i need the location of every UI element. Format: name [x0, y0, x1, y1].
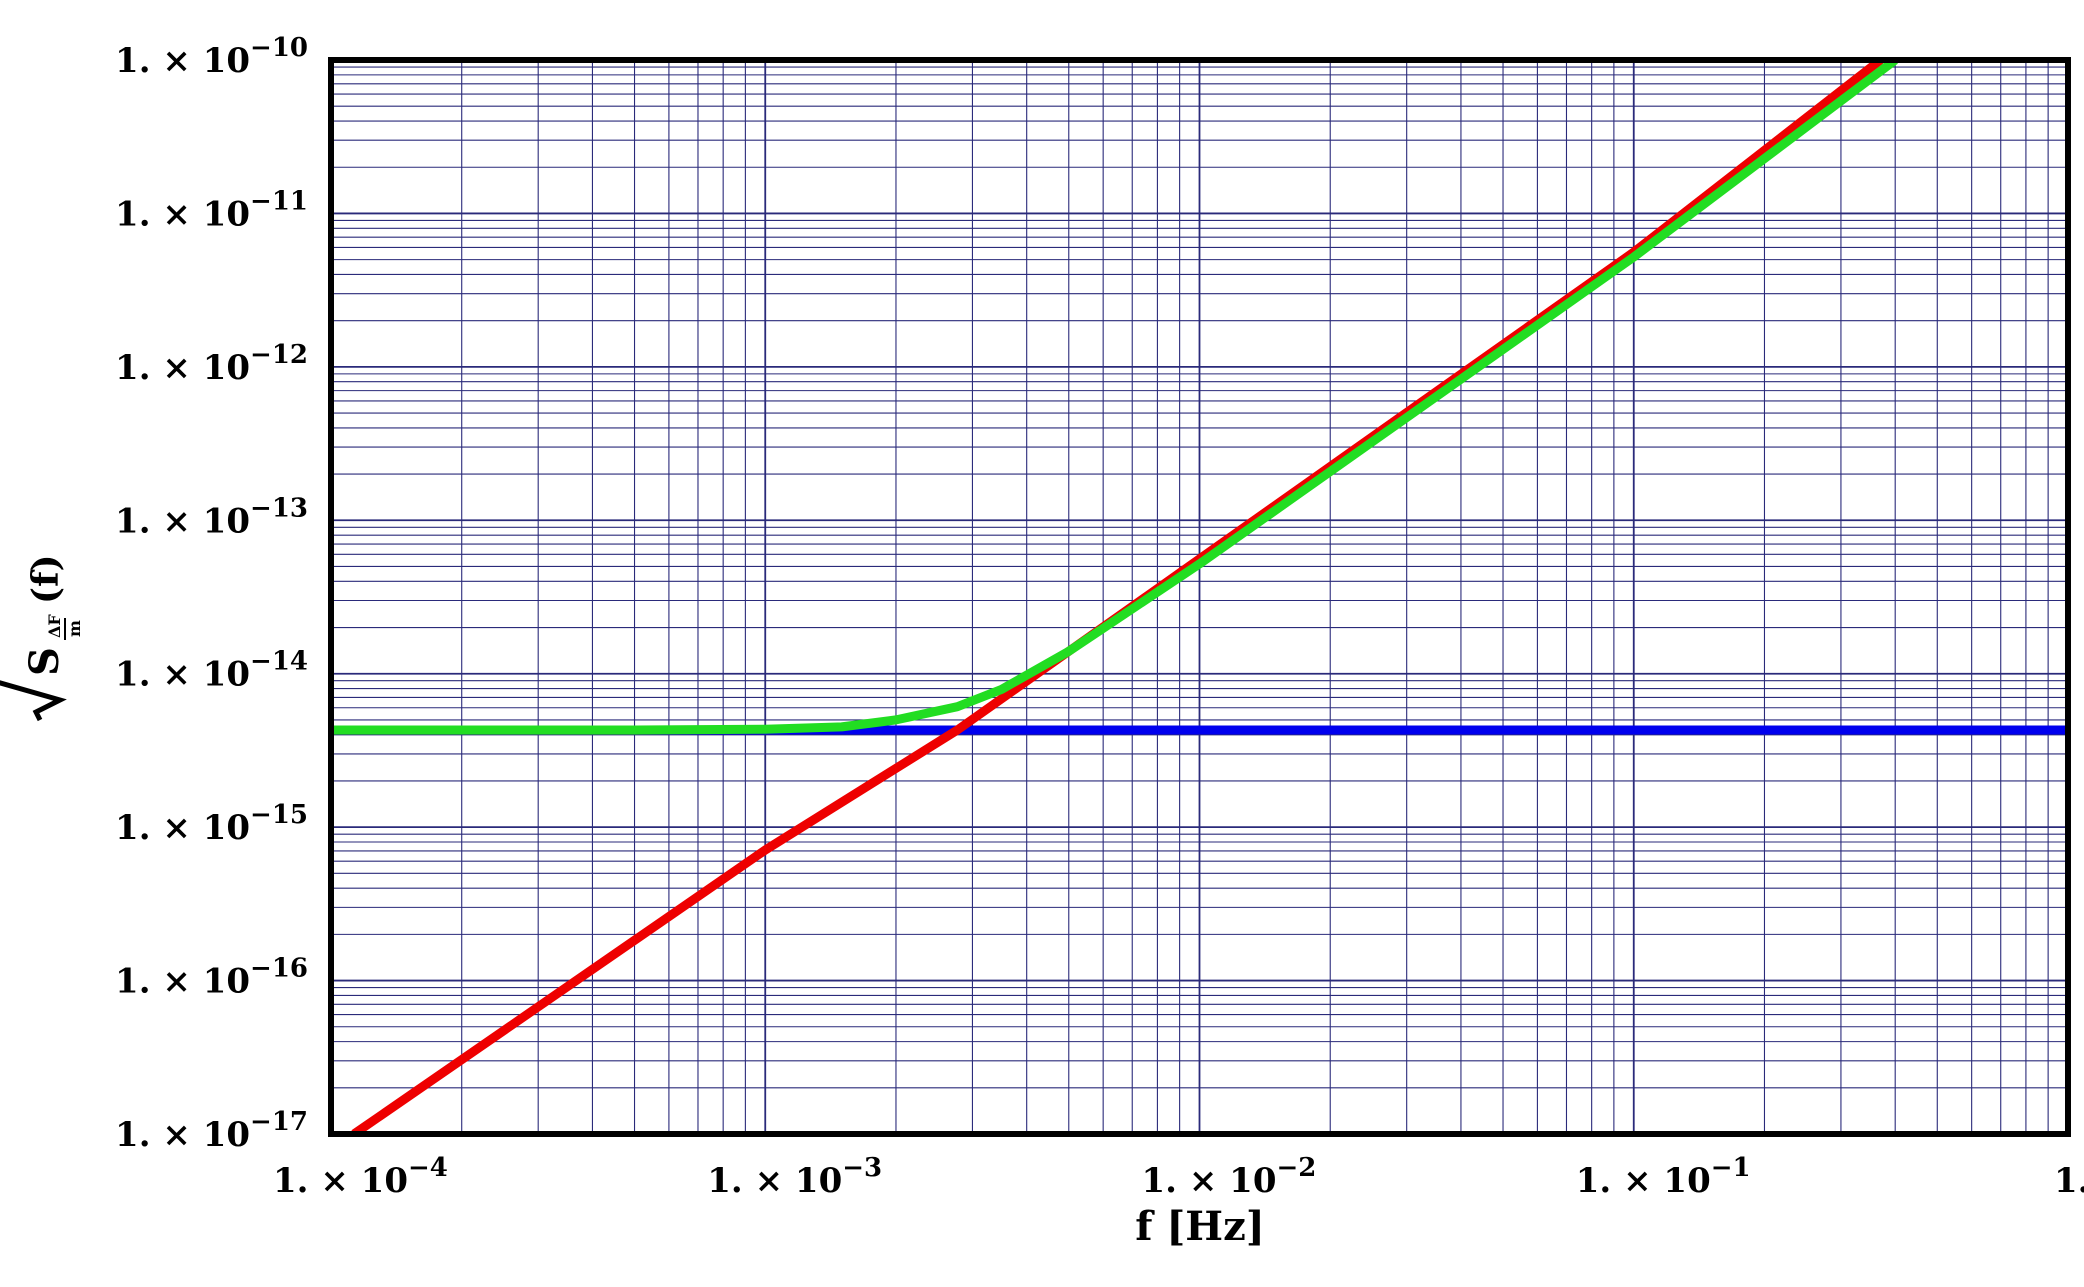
gridlines: [331, 60, 2068, 1134]
x-tick-label: 1. × 10−3: [707, 1153, 882, 1201]
x-tick-label: 1. × 10−2: [1142, 1153, 1317, 1201]
sqrt-symbol: [0, 470, 67, 722]
y-tick-label: 1. × 10−12: [115, 340, 308, 388]
y-tick-label: 1. × 10−14: [115, 647, 308, 695]
y-tick-label: 1. × 10−17: [115, 1107, 308, 1155]
y-tick-label: 1. × 10−16: [115, 954, 308, 1002]
y-tick-label: 1. × 10−13: [115, 493, 308, 541]
data-series: [331, 60, 2068, 1134]
x-tick-label: 1. × 10−1: [1576, 1153, 1751, 1201]
x-tick-labels: 1. × 10−4 1. × 10−3 1. × 10−2 1. × 10−1 1.: [273, 1153, 2084, 1201]
y-tick-label: 1. × 10−15: [115, 800, 308, 848]
y-tick-label: 1. × 10−11: [115, 186, 308, 234]
y-axis-label: S ΔF m (f): [0, 470, 84, 722]
series-line-3: [331, 60, 1898, 735]
plot-frame: [328, 57, 2071, 1137]
y-axis-label-argument: (f): [25, 554, 67, 604]
x-tick-label: 1.: [2054, 1161, 2084, 1201]
y-tick-labels: 1. × 10−10 1. × 10−11 1. × 10−12 1. × 10−13…: [115, 33, 308, 1155]
y-axis-label-subscript-top: ΔF: [45, 614, 64, 638]
y-axis-label-subscript-bottom: m: [65, 620, 84, 637]
x-tick-label: 1. × 10−4: [273, 1153, 448, 1201]
x-axis-label: f [Hz]: [1135, 1203, 1265, 1250]
y-axis-label-symbol: S: [21, 647, 68, 676]
y-tick-label: 1. × 10−10: [115, 33, 308, 81]
